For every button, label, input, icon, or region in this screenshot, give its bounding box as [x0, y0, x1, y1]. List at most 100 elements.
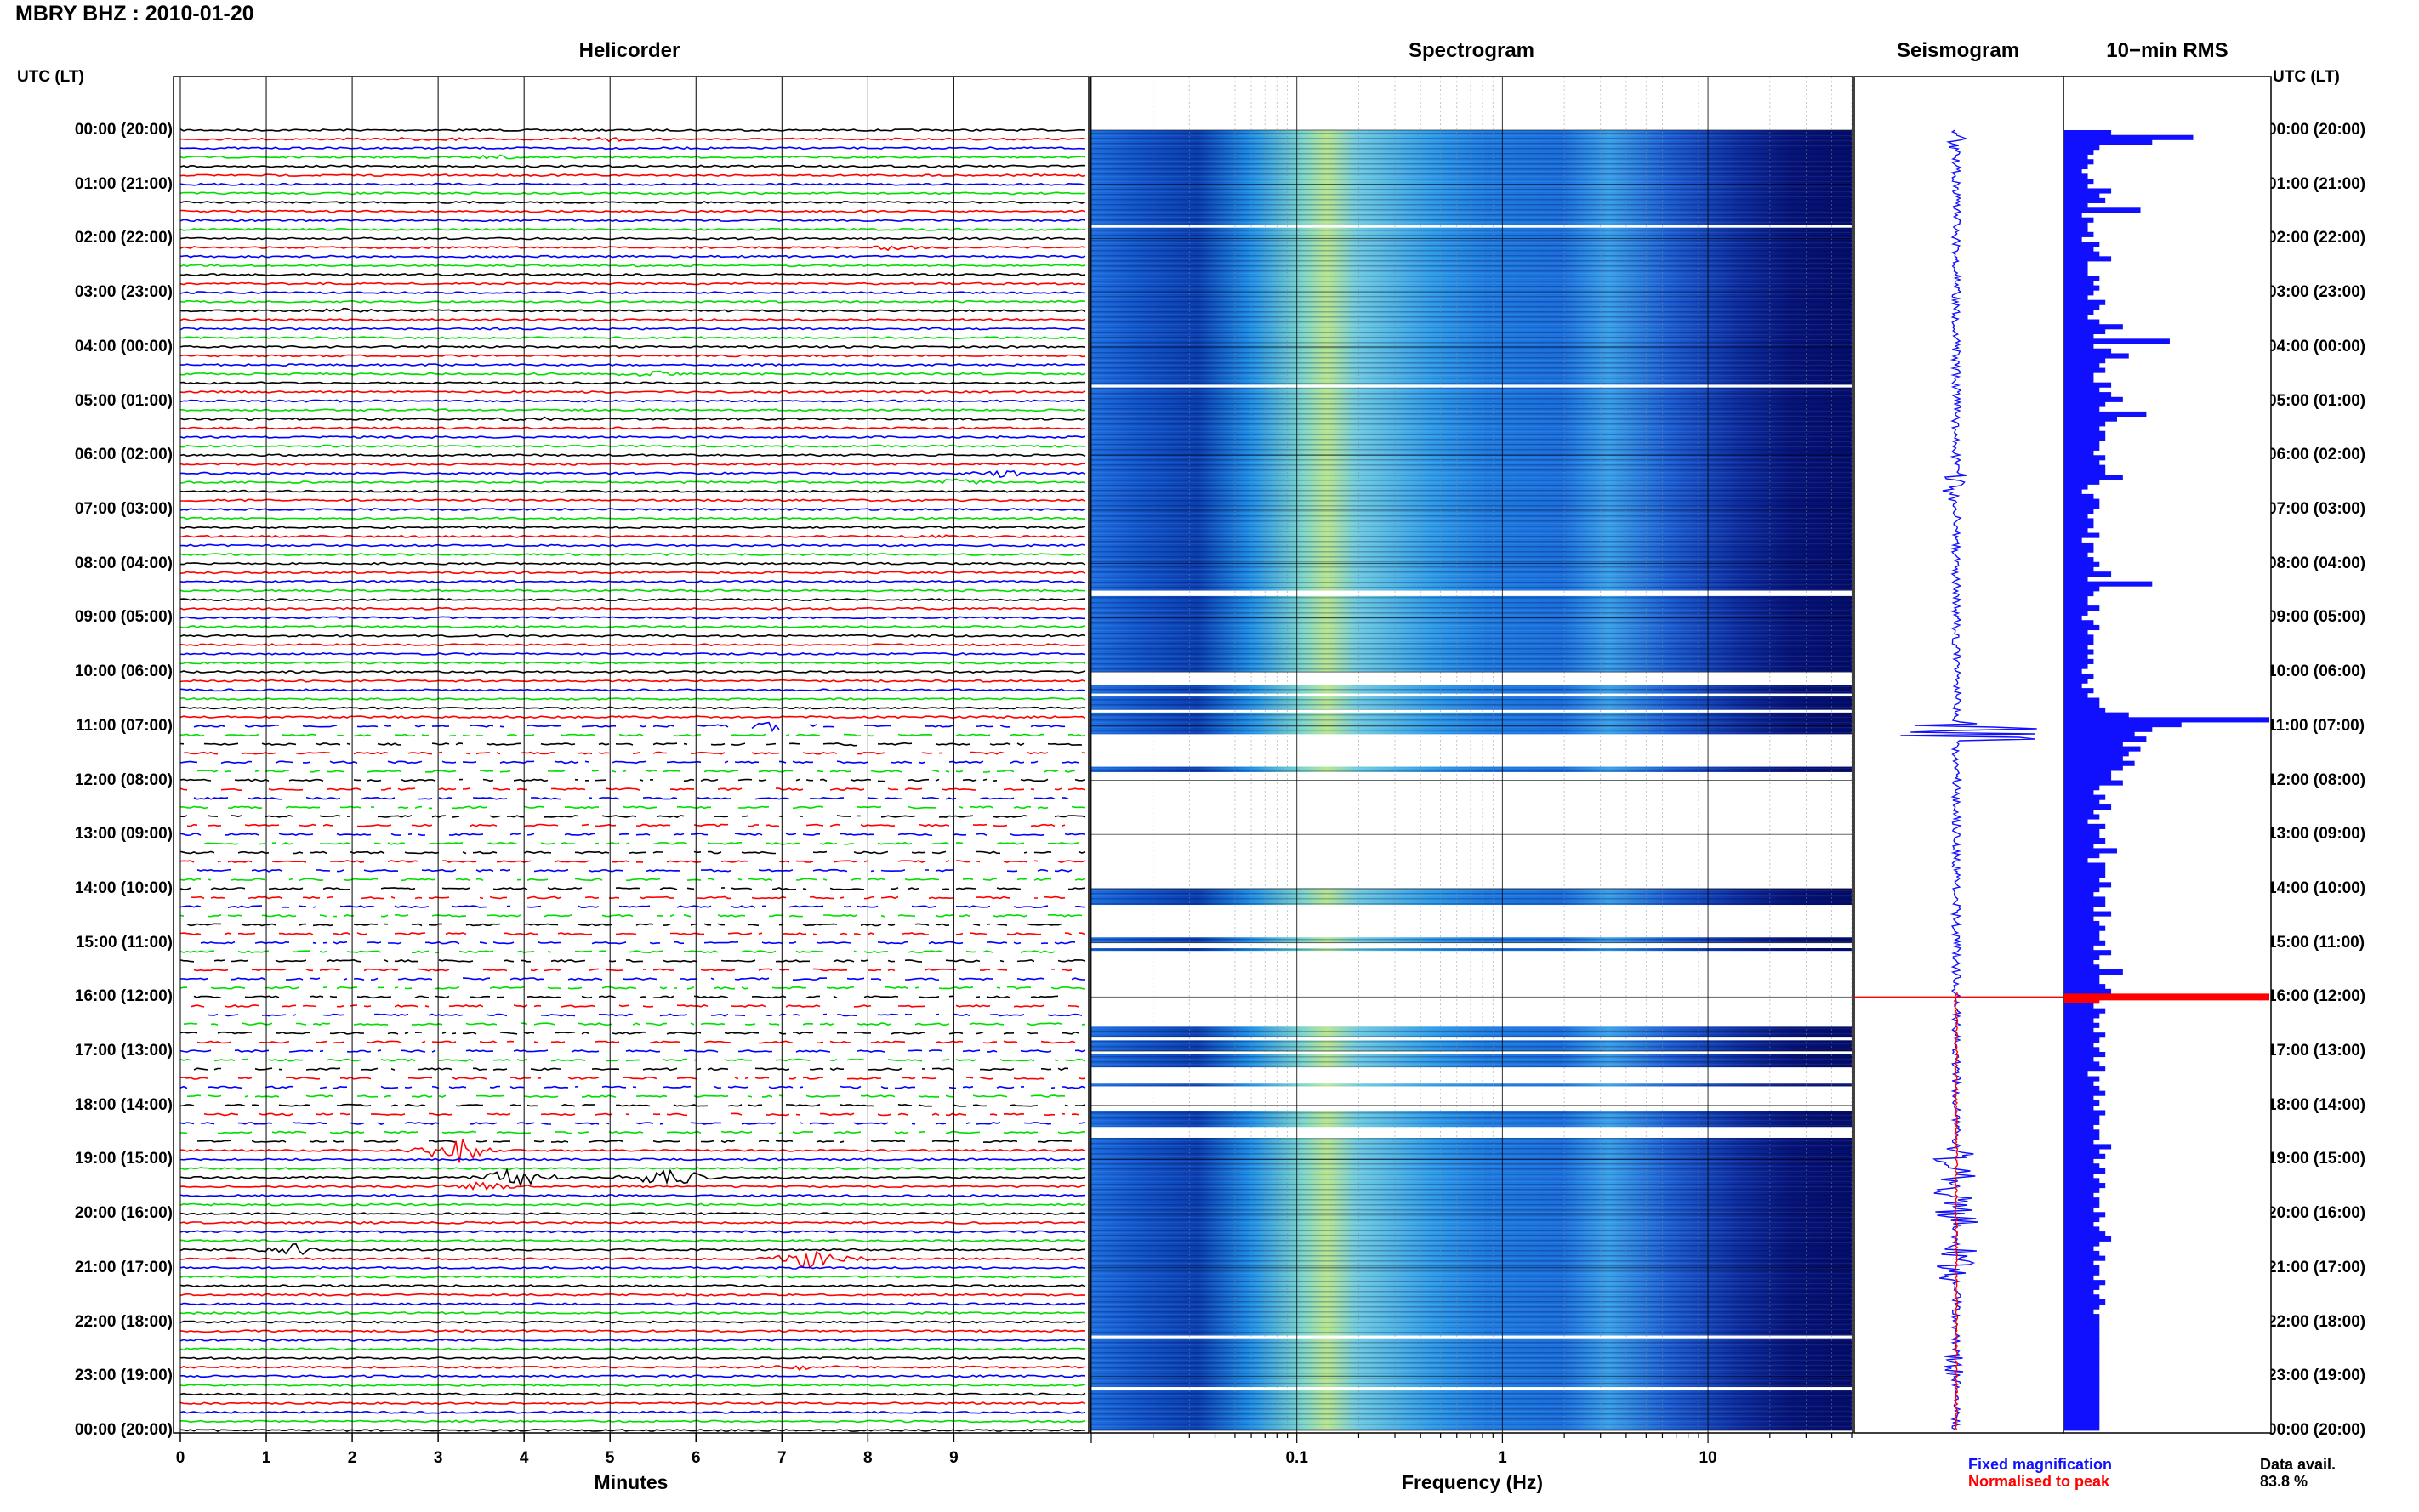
- rms-bar: [2064, 1250, 2100, 1257]
- rms-bar: [2064, 367, 2106, 373]
- rms-bar: [2064, 964, 2100, 970]
- rms-bar: [2064, 265, 2088, 271]
- helicorder-trace: [180, 805, 1086, 810]
- helicorder-trace: [179, 733, 1086, 737]
- helicorder-trace: [179, 1239, 1086, 1242]
- rms-bar: [2064, 387, 2100, 393]
- helicorder-trace: [179, 932, 1086, 935]
- helicorder-trace: [207, 1013, 1083, 1017]
- minutes-tick-label: 9: [949, 1449, 959, 1467]
- rms-bar: [2064, 1289, 2094, 1295]
- rms-bar: [2064, 159, 2094, 165]
- rms-bar: [2064, 1415, 2100, 1421]
- rms-bar: [2064, 1299, 2106, 1305]
- rms-bar: [2064, 959, 2094, 965]
- rms-bar: [2064, 1333, 2100, 1339]
- minutes-tick-label: 1: [262, 1449, 271, 1467]
- rms-bar: [2064, 1348, 2100, 1354]
- rms-bar: [2064, 804, 2112, 810]
- rms-bar: [2064, 542, 2094, 549]
- helicorder-trace: [179, 526, 1086, 530]
- rms-bar: [2064, 1192, 2094, 1198]
- rms-bar: [2064, 493, 2094, 499]
- helicorder-trace: [179, 1338, 1086, 1342]
- rms-bar: [2064, 1425, 2100, 1431]
- rms-bar: [2064, 707, 2106, 713]
- time-label-left: 08:00 (04:00): [74, 554, 173, 572]
- helicorder-trace: [179, 1167, 1086, 1171]
- rms-bar: [2064, 547, 2094, 553]
- rms-bar: [2064, 251, 2100, 257]
- helicorder-trace: [179, 588, 1086, 593]
- helicorder-trace: [179, 307, 1086, 313]
- rms-bar: [2064, 382, 2112, 388]
- rms-bar: [2064, 324, 2123, 330]
- rms-bar: [2064, 1076, 2100, 1082]
- rms-bar: [2064, 256, 2112, 262]
- rms-bar: [2064, 299, 2106, 305]
- rms-bar: [2064, 600, 2088, 606]
- rms-bar: [2064, 760, 2135, 766]
- rms-bar: [2064, 372, 2094, 378]
- time-label-right: 11:00 (07:00): [2268, 716, 2365, 735]
- time-label-left: 00:00 (20:00): [74, 1421, 173, 1439]
- minutes-tick-label: 6: [692, 1449, 701, 1467]
- rms-bar: [2064, 1420, 2100, 1426]
- helicorder-trace: [179, 742, 1083, 747]
- rms-bar: [2064, 1129, 2100, 1135]
- time-label-right: 18:00 (14:00): [2268, 1095, 2366, 1114]
- rms-bar: [2064, 896, 2106, 902]
- rms-bar: [2064, 1168, 2106, 1174]
- rms-bar: [2064, 1187, 2100, 1193]
- rms-bar: [2064, 406, 2100, 412]
- rms-bar: [2064, 523, 2094, 529]
- rms-bar: [2064, 940, 2106, 946]
- rms-bar: [2064, 862, 2106, 868]
- rms-bar: [2064, 1411, 2100, 1417]
- helicorder-trace: [179, 336, 1086, 340]
- helicorder-trace: [179, 209, 1086, 213]
- time-label-right: 07:00 (03:00): [2268, 499, 2366, 518]
- frequency-tick-label: 0.1: [1285, 1449, 1308, 1467]
- rms-bar: [2064, 552, 2088, 558]
- rms-bar: [2064, 954, 2100, 960]
- rms-bar: [2064, 624, 2100, 631]
- helicorder-trace: [179, 1392, 1086, 1396]
- rms-bar: [2064, 270, 2088, 276]
- time-label-left: 20:00 (16:00): [74, 1204, 173, 1223]
- rms-bar: [2064, 581, 2153, 587]
- helicorder-trace: [179, 1212, 1086, 1216]
- helicorder-trace: [179, 878, 1086, 882]
- rms-bar: [2064, 498, 2100, 504]
- helicorder-trace: [179, 651, 1086, 656]
- helicorder-trace: [179, 1076, 1086, 1080]
- rms-bar: [2064, 421, 2106, 427]
- rms-bar: [2064, 877, 2100, 883]
- rms-title: 10−min RMS: [2106, 39, 2228, 62]
- rms-bar: [2064, 780, 2123, 786]
- rms-bar: [2064, 183, 2088, 189]
- helicorder-trace: [179, 219, 1086, 223]
- rms-bar: [2064, 509, 2094, 514]
- rms-bar: [2064, 882, 2112, 888]
- rms-bar: [2064, 843, 2094, 849]
- helicorder-trace: [179, 860, 1086, 864]
- rms-bar: [2064, 280, 2094, 286]
- seismogram-panel: [1853, 76, 2064, 1434]
- helicorder-panel: 0 1 2 3 4 5 6 7 8 9: [173, 76, 1090, 1467]
- helicorder-trace: [179, 887, 1086, 890]
- rms-bar: [2064, 785, 2100, 791]
- rms-bar: [2064, 974, 2100, 980]
- rms-bar: [2064, 285, 2100, 291]
- rms-bar: [2064, 1328, 2100, 1334]
- rms-bar: [2064, 246, 2094, 253]
- helicorder-trace: [179, 833, 1086, 837]
- rms-bar: [2064, 726, 2153, 732]
- rms-bar: [2064, 891, 2094, 897]
- helicorder-trace: [179, 281, 1086, 286]
- rms-bar: [2064, 1338, 2100, 1344]
- time-label-left: 23:00 (19:00): [74, 1367, 173, 1385]
- helicorder-trace: [179, 164, 1086, 168]
- time-label-left: 17:00 (13:00): [74, 1042, 173, 1060]
- helicorder-trace: [179, 254, 1086, 259]
